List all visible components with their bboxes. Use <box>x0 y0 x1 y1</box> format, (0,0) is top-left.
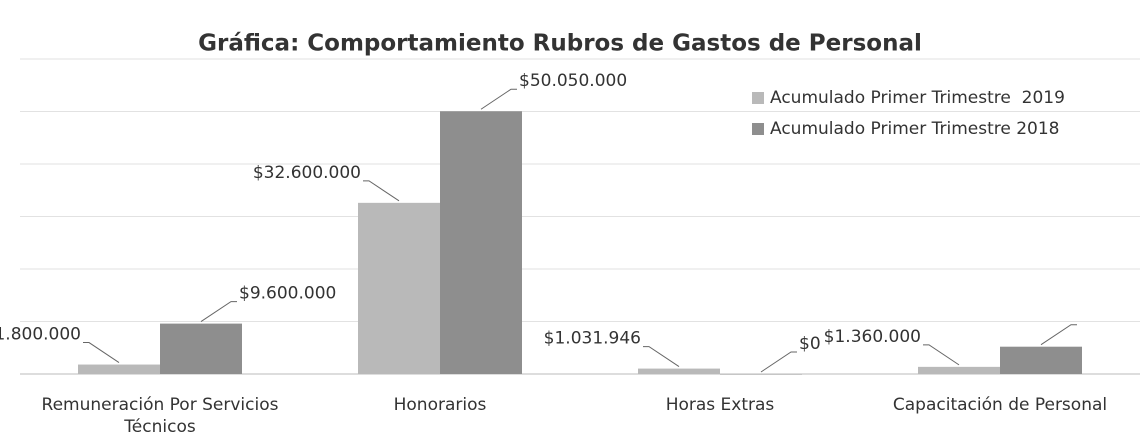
data-label: $1.360.000 <box>824 327 921 347</box>
leader-line <box>200 301 237 323</box>
data-label: $1.031.946 <box>544 329 641 349</box>
data-label: $9.600.000 <box>239 284 336 304</box>
bar <box>1000 346 1082 374</box>
legend-label: Acumulado Primer Trimestre 2019 <box>770 88 1065 108</box>
leader-line <box>480 88 517 110</box>
bar <box>918 366 1000 374</box>
x-tick-label: Honorarios <box>393 395 487 415</box>
data-label: $1.800.000 <box>0 325 81 345</box>
leader-line <box>923 344 960 366</box>
bar <box>720 374 802 375</box>
legend-label: Acumulado Primer Trimestre 2018 <box>770 119 1059 139</box>
x-tick-label: Remuneración Por Servicios Técnicos <box>41 395 279 437</box>
data-label: $50.050.000 <box>519 71 627 91</box>
bar <box>358 202 440 374</box>
data-label: $32.600.000 <box>253 163 361 183</box>
bar <box>440 111 522 375</box>
bar <box>160 323 242 374</box>
leader-line <box>760 351 797 373</box>
bar <box>638 368 720 374</box>
x-tick-label: Horas Extras <box>665 395 775 415</box>
legend-swatch <box>752 123 764 135</box>
bar <box>78 364 160 374</box>
data-label: $0 <box>799 334 821 354</box>
x-tick-label: Capacitación de Personal <box>892 395 1108 415</box>
chart-title: Gráfica: Comportamiento Rubros de Gastos… <box>198 31 922 57</box>
leader-line <box>1040 324 1077 346</box>
leader-line <box>643 346 680 367</box>
leader-line <box>363 180 400 202</box>
leader-line <box>83 342 120 363</box>
legend-swatch <box>752 92 764 104</box>
